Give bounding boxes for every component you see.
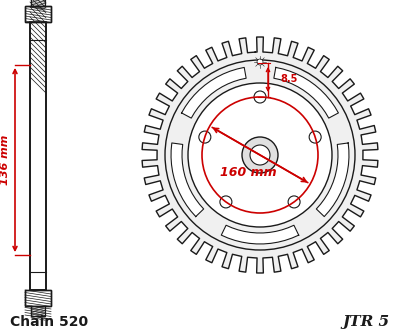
Circle shape bbox=[188, 83, 332, 227]
Circle shape bbox=[220, 196, 232, 208]
Circle shape bbox=[250, 145, 270, 165]
Polygon shape bbox=[221, 225, 299, 244]
Circle shape bbox=[165, 60, 355, 250]
Bar bbox=[31, 306, 45, 316]
Polygon shape bbox=[316, 143, 349, 216]
Bar bbox=[25, 290, 51, 306]
Text: 136 mm: 136 mm bbox=[0, 135, 10, 185]
Polygon shape bbox=[182, 67, 246, 118]
Bar bbox=[31, 306, 45, 316]
Bar bbox=[30, 22, 46, 290]
Text: 160 mm: 160 mm bbox=[220, 167, 276, 179]
Bar bbox=[25, 6, 51, 22]
Circle shape bbox=[199, 131, 211, 143]
Bar bbox=[25, 290, 51, 306]
Circle shape bbox=[254, 91, 266, 103]
Polygon shape bbox=[171, 143, 204, 216]
Circle shape bbox=[242, 137, 278, 173]
Circle shape bbox=[257, 59, 263, 65]
Text: JTR 5: JTR 5 bbox=[343, 315, 390, 329]
Bar bbox=[31, 0, 45, 6]
Bar bbox=[31, 0, 45, 6]
FancyBboxPatch shape bbox=[25, 6, 51, 22]
Polygon shape bbox=[142, 37, 378, 273]
Text: 8.5: 8.5 bbox=[280, 73, 297, 84]
Bar bbox=[30, 22, 46, 290]
Polygon shape bbox=[274, 67, 338, 118]
Text: Chain 520: Chain 520 bbox=[10, 315, 88, 329]
Circle shape bbox=[309, 131, 321, 143]
Circle shape bbox=[288, 196, 300, 208]
